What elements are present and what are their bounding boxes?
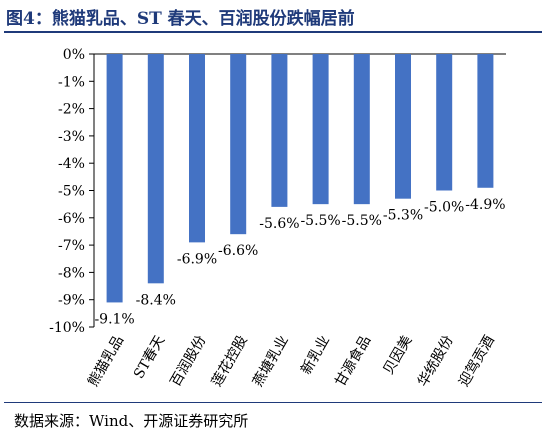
y-tick-label: -6%	[58, 211, 85, 227]
y-tick-label: -7%	[58, 238, 85, 254]
x-tick-label: 华统股份	[415, 333, 457, 389]
source-note: 数据来源：Wind、开源证券研究所	[14, 412, 249, 430]
x-tick-label: 迎驾贡酒	[456, 333, 498, 389]
x-tick-label: 莲花控股	[209, 333, 251, 389]
y-tick-label: -4%	[58, 156, 85, 172]
data-label: -5.3%	[383, 208, 423, 224]
y-tick-label: -9%	[58, 293, 85, 309]
data-label: -4.9%	[465, 197, 505, 213]
y-tick-label: -2%	[58, 102, 85, 118]
title-divider	[4, 31, 542, 33]
bar	[477, 54, 494, 188]
x-tick-label: ST春天	[131, 333, 168, 382]
data-label: -6.9%	[177, 251, 217, 267]
data-label: -6.6%	[218, 243, 258, 259]
bar	[312, 54, 329, 205]
x-tick-label: 新乳业	[298, 333, 333, 377]
bar-chart: 0% -1% -2% -3% -4% -5% -6% -7% -8% -9% -10% -9.1% 熊猫…	[0, 38, 546, 398]
y-tick-label: 0%	[63, 47, 85, 63]
data-label: -5.6%	[259, 216, 299, 232]
x-tick-label: 贝因美	[381, 333, 416, 377]
bar	[147, 54, 164, 284]
bar	[353, 54, 370, 205]
figure-title: 图4：熊猫乳品、ST 春天、百润股份跌幅居前	[6, 9, 355, 29]
chart-canvas: 0% -1% -2% -3% -4% -5% -6% -7% -8% -9% -10% -9.1% 熊猫…	[49, 47, 506, 390]
data-label: -5.0%	[424, 200, 464, 216]
data-label: -9.1%	[94, 311, 134, 327]
bar	[271, 54, 288, 207]
y-tick-label: -8%	[58, 265, 85, 281]
data-label: -8.4%	[136, 292, 176, 308]
data-label: -5.5%	[342, 213, 382, 229]
bar	[106, 54, 123, 303]
data-label: -5.5%	[300, 213, 340, 229]
source-divider	[4, 402, 542, 403]
x-tick-label: 熊猫乳品	[85, 333, 127, 389]
y-tick-label: -5%	[58, 184, 85, 200]
y-tick-label: -10%	[49, 320, 85, 336]
bar	[230, 54, 247, 235]
x-tick-label: 甘源食品	[332, 333, 375, 390]
x-tick-label: 燕塘乳业	[250, 333, 292, 389]
y-tick-label: -3%	[58, 129, 85, 145]
bar	[436, 54, 453, 191]
x-tick-label: 百润股份	[168, 333, 210, 389]
y-tick-label: -1%	[58, 74, 85, 90]
bar	[189, 54, 205, 243]
bar	[395, 54, 411, 199]
